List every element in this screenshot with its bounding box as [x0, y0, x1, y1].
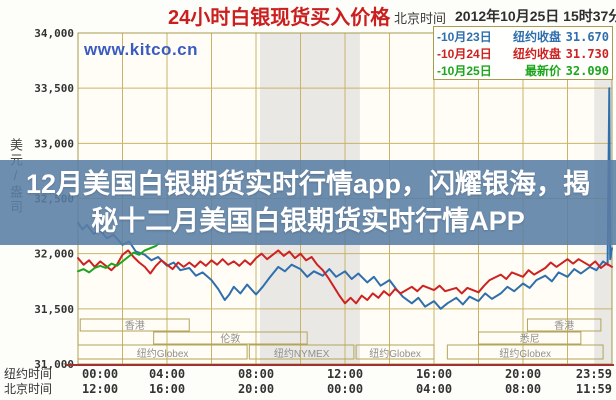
banner-line-1: 12月美国白银期货实时行情app，闪耀银海，揭: [25, 168, 591, 199]
kitco-watermark: www.kitco.cn: [84, 40, 199, 59]
y-axis-label: 31,500: [34, 303, 74, 316]
chart-header: 24小时白银现货买入价格 北京时间 2012年10月25日 15时37分: [0, 0, 616, 29]
x-tick-label: 00:00: [327, 382, 363, 396]
y-axis-label: 31,000: [34, 358, 74, 371]
legend-series-label: 最新价: [524, 64, 561, 78]
session-bar: [446, 344, 604, 360]
timezone-label: 北京时间: [394, 11, 447, 26]
session-bar: [355, 344, 435, 360]
overlay-banner: 12月美国白银期货实时行情app，闪耀银海，揭 秘十二月美国白银期货实时行情AP…: [0, 160, 616, 245]
legend-value: 31.670: [565, 29, 609, 44]
x-tick-label: 16:00: [149, 382, 185, 396]
time-row-label: 纽约时间: [4, 366, 52, 381]
session-label: 香港: [554, 320, 574, 332]
y-axis-label: 32,000: [34, 248, 74, 261]
banner-line-2: 秘十二月美国白银期货实时行情APP: [91, 205, 525, 236]
legend-row-oct23: -10月23日 纽约收盘 31.670: [437, 28, 609, 45]
legend-series-label: 纽约收盘: [512, 47, 561, 61]
session-label: 纽约Globex: [499, 347, 551, 360]
x-tick-label: 04:00: [149, 367, 185, 381]
session-bar: [478, 331, 582, 345]
session-bar: [77, 344, 248, 360]
x-tick-label: 12:00: [82, 382, 118, 396]
x-tick-label: 20:00: [238, 382, 274, 396]
x-tick-label: 20:00: [505, 367, 541, 381]
x-tick-label: 23:59: [576, 367, 612, 381]
session-label: 纽约Globex: [369, 347, 421, 360]
x-tick-label: 11:59: [576, 382, 612, 396]
session-label: 纽约NYMEX: [274, 347, 330, 360]
legend-row-oct24: -10月24日 纽约收盘 31.730: [437, 45, 609, 62]
x-tick-label: 04:00: [416, 382, 452, 396]
session-bar: [526, 318, 602, 332]
legend-date: -10月25日: [437, 64, 492, 78]
chart-legend: -10月23日 纽约收盘 31.670 -10月24日 纽约收盘 31.730 …: [433, 26, 613, 80]
session-label: 悉尼: [520, 333, 540, 345]
price-line: [77, 242, 160, 274]
y-axis-label: 34,000: [34, 27, 74, 40]
session-bar: [79, 318, 190, 332]
x-tick-label: 12:00: [327, 367, 363, 381]
legend-value: 32.090: [565, 63, 609, 78]
legend-date: -10月23日: [437, 30, 492, 44]
y-axis-label: 33,500: [34, 82, 74, 95]
session-label: 纽约Globex: [137, 347, 189, 360]
datetime-text: 2012年10月25日 15时37分: [455, 8, 616, 24]
session-bar: [153, 331, 308, 345]
x-tick-label: 00:00: [82, 367, 118, 381]
y-axis-label: 33,000: [34, 137, 74, 150]
session-label: 香港: [125, 320, 145, 332]
x-tick-label: 16:00: [416, 367, 452, 381]
legend-date: -10月24日: [437, 47, 492, 61]
legend-series-label: 纽约收盘: [512, 30, 561, 44]
x-tick-label: 08:00: [238, 367, 274, 381]
legend-value: 31.730: [565, 46, 609, 61]
legend-row-oct25: -10月25日 最新价 32.090: [437, 62, 609, 79]
time-row-label: 北京时间: [4, 382, 52, 396]
price-line: [77, 249, 613, 305]
x-tick-label: 08:00: [505, 382, 541, 396]
page-title: 24小时白银现货买入价格: [168, 7, 391, 29]
session-label: 伦敦: [220, 332, 240, 345]
session-bar: [248, 344, 355, 360]
